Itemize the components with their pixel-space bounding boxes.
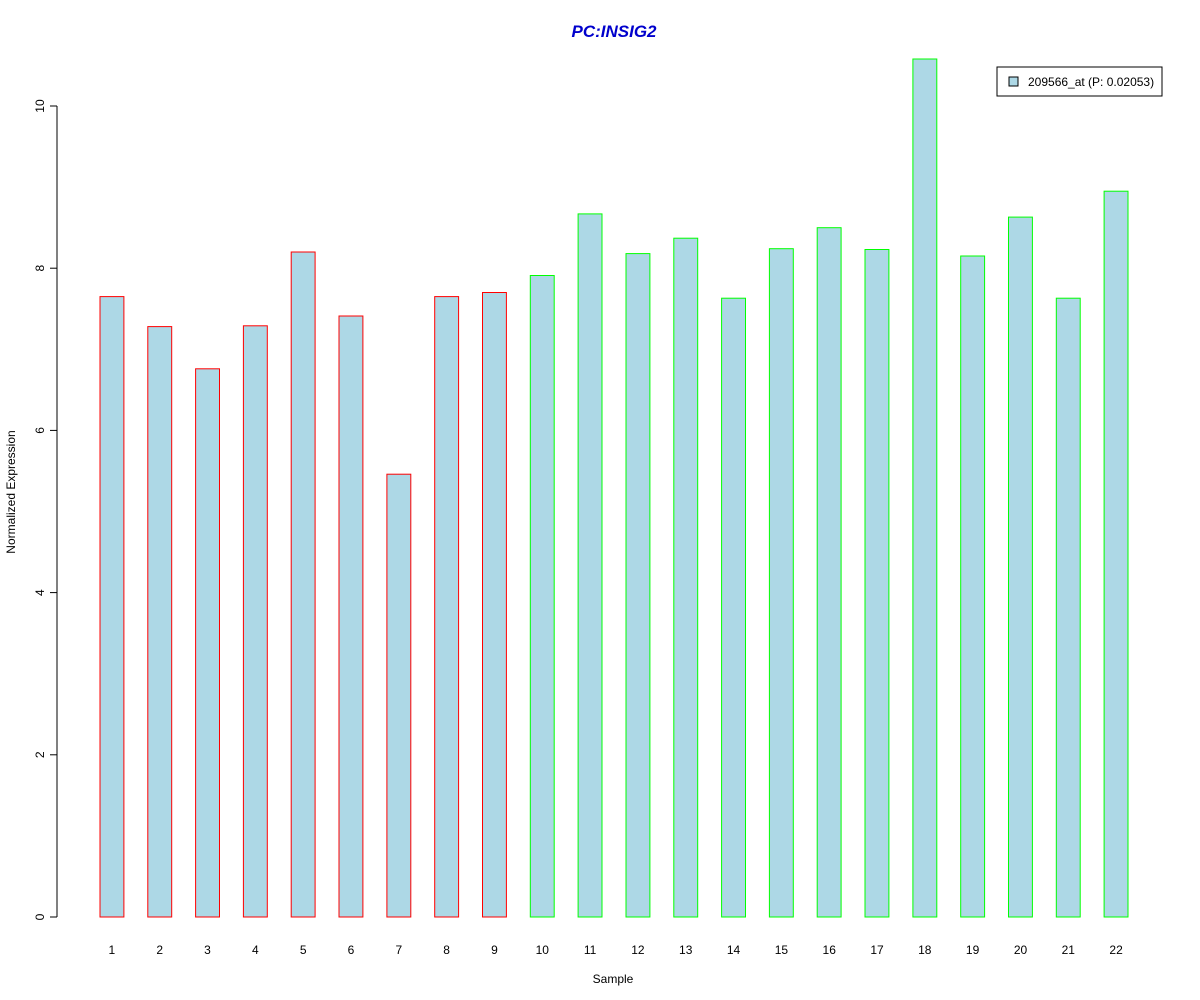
x-tick-label: 6: [348, 943, 355, 957]
y-tick-label: 6: [33, 427, 47, 434]
x-tick-label: 13: [679, 943, 693, 957]
bar-sample-2: [147, 326, 173, 918]
bar-sample-9: [482, 292, 507, 918]
bar-sample-16: [816, 227, 842, 918]
x-tick-label: 20: [1014, 943, 1028, 957]
x-tick-label: 12: [631, 943, 645, 957]
y-tick-label: 8: [33, 265, 47, 272]
x-tick-label: 7: [395, 943, 402, 957]
bar-sample-22: [1103, 190, 1129, 918]
x-axis-tick-labels: 1 2 3 4 5 6 7 8 9 10 11 12 13 14 15 16 17 18 19 20 21 22: [109, 943, 1124, 957]
bar-sample-15: [768, 248, 794, 918]
bar-sample-14: [721, 297, 746, 918]
x-tick-label: 18: [918, 943, 932, 957]
legend-swatch: [1008, 76, 1019, 87]
chart-title: PC:INSIG2: [571, 22, 657, 41]
x-tick-label: 15: [775, 943, 789, 957]
y-axis-label: Normalized Expression: [4, 430, 18, 553]
bar-sample-21: [1055, 297, 1081, 918]
x-tick-label: 3: [204, 943, 211, 957]
x-tick-label: 2: [156, 943, 163, 957]
bar-sample-7: [386, 473, 412, 918]
bar-sample-5: [290, 251, 316, 918]
bar-sample-6: [338, 315, 364, 918]
legend: 209566_at (P: 0.02053): [996, 66, 1163, 97]
bar-sample-1: [99, 296, 125, 918]
x-tick-label: 21: [1062, 943, 1076, 957]
bar-sample-4: [242, 325, 268, 918]
x-axis-label: Sample: [593, 972, 634, 986]
x-tick-label: 10: [536, 943, 550, 957]
bar-sample-20: [1008, 216, 1033, 918]
y-tick-label: 2: [33, 751, 47, 758]
x-tick-label: 9: [491, 943, 498, 957]
x-tick-label: 8: [443, 943, 450, 957]
x-tick-label: 5: [300, 943, 307, 957]
bar-sample-11: [577, 213, 603, 918]
x-tick-label: 16: [823, 943, 837, 957]
y-axis: 0 2 4 6 8 10: [33, 99, 58, 920]
x-tick-label: 17: [870, 943, 884, 957]
bar-sample-8: [434, 296, 460, 918]
x-tick-label: 1: [109, 943, 116, 957]
bar-sample-12: [625, 253, 651, 918]
bar-sample-3: [195, 368, 221, 918]
y-tick-label: 4: [33, 589, 47, 596]
x-tick-label: 14: [727, 943, 741, 957]
bar-sample-10: [529, 275, 555, 918]
y-tick-label: 0: [33, 913, 47, 920]
x-tick-label: 22: [1109, 943, 1123, 957]
bar-sample-18: [912, 58, 938, 918]
legend-box: [996, 66, 1163, 97]
bar-sample-19: [960, 255, 986, 918]
x-tick-label: 4: [252, 943, 259, 957]
bar-sample-17: [864, 249, 890, 918]
x-tick-label: 11: [584, 943, 597, 957]
bars: [99, 58, 1129, 918]
y-tick-label: 10: [33, 99, 47, 113]
bar-sample-13: [673, 237, 699, 918]
x-tick-label: 19: [966, 943, 980, 957]
legend-label: 209566_at (P: 0.02053): [1028, 75, 1154, 89]
